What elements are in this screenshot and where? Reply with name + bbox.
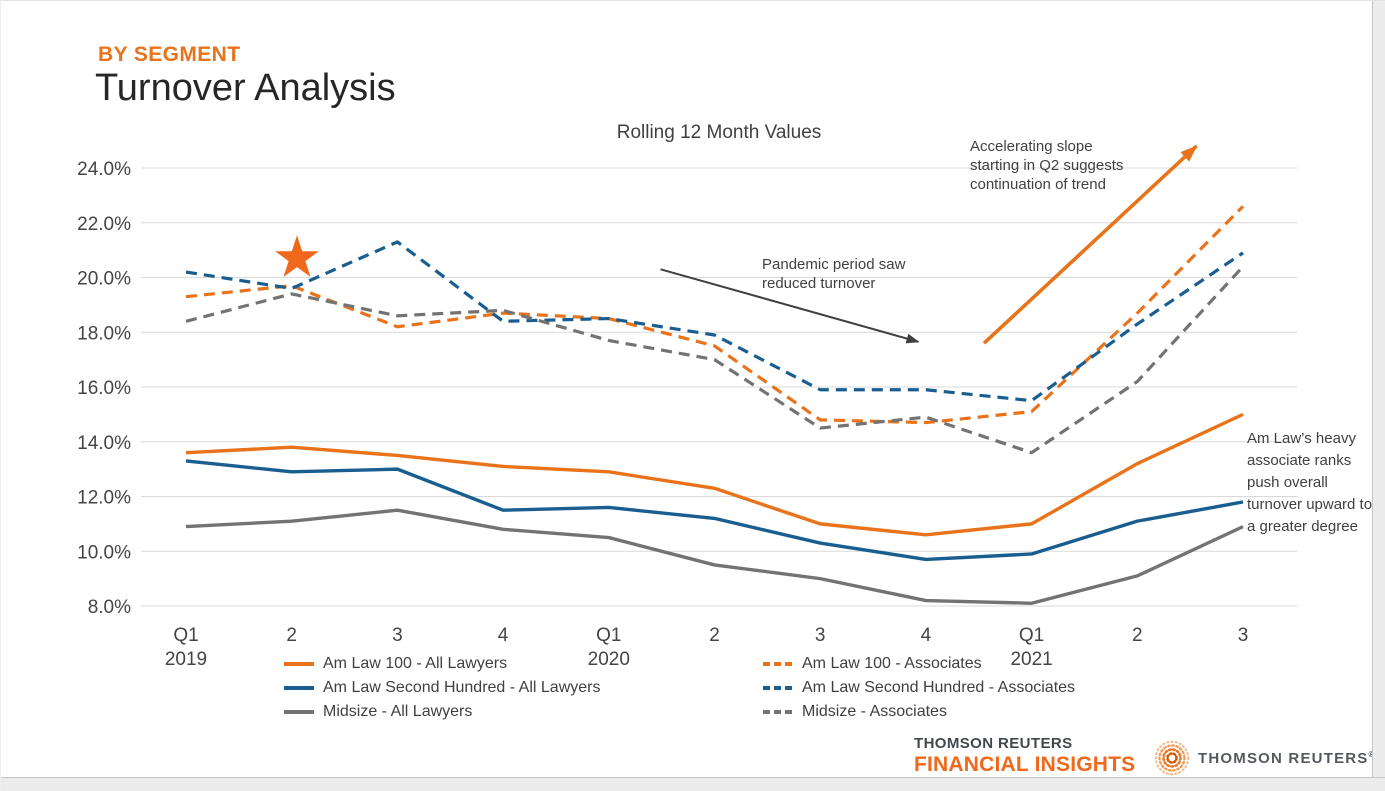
x-tick-label: 4: [921, 625, 932, 646]
annotation-accelerating-slope: Accelerating slope starting in Q2 sugges…: [970, 138, 1124, 193]
y-tick-label: 16.0%: [77, 378, 131, 399]
x-tick-label: 2: [1132, 625, 1143, 646]
y-tick-label: 12.0%: [77, 488, 131, 509]
x-tick-label: 3: [815, 625, 826, 646]
x-year-label: 2019: [165, 649, 207, 670]
legend-item: Am Law Second Hundred - Associates: [763, 676, 1075, 700]
annotation-amlaw-associates: Am Law’s heavy associate ranks push over…: [1247, 430, 1373, 535]
legend-label: Am Law Second Hundred - All Lawyers: [323, 679, 601, 696]
legend-swatch-dashed-orange-icon: [763, 662, 793, 666]
section-kicker: BY SEGMENT: [98, 43, 241, 66]
legend-swatch-solid-orange-icon: [284, 662, 314, 666]
legend-swatch-solid-gray-icon: [284, 710, 314, 714]
thomson-reuters-logo-text: THOMSON REUTERS: [1198, 750, 1369, 767]
x-year-label: 2020: [588, 649, 630, 670]
legend-item: Am Law 100 - Associates: [763, 652, 1075, 676]
financial-insights-logo-bottom: FINANCIAL INSIGHTS: [914, 753, 1136, 776]
chart-title: Rolling 12 Month Values: [616, 122, 822, 143]
x-tick-label: Q1: [173, 625, 198, 646]
accelerating-arrow: [982, 144, 1198, 345]
slide-right-edge: [1372, 1, 1385, 791]
x-tick-label: 4: [498, 625, 509, 646]
x-tick-label: 2: [286, 625, 297, 646]
legend-column-left: Am Law 100 - All Lawyers Am Law Second H…: [284, 652, 600, 724]
x-tick-label: Q1: [596, 625, 621, 646]
series-line-2: [185, 508, 1244, 605]
legend-column-right: Am Law 100 - Associates Am Law Second Hu…: [763, 652, 1075, 724]
legend-label: Am Law 100 - All Lawyers: [323, 655, 508, 672]
x-tick-label: 3: [392, 625, 403, 646]
x-tick-label: 3: [1238, 625, 1249, 646]
legend-swatch-dashed-blue-icon: [763, 686, 793, 690]
legend-item: Am Law Second Hundred - All Lawyers: [284, 676, 600, 700]
series-line-0: [185, 412, 1244, 537]
series-line-3: [185, 205, 1245, 425]
legend-label: Midsize - Associates: [802, 703, 947, 720]
page-title: Turnover Analysis: [95, 67, 396, 109]
thomson-reuters-kinesis-icon: [1154, 740, 1190, 776]
registered-mark: ®: [1369, 750, 1375, 759]
y-tick-label: 10.0%: [77, 542, 131, 563]
thomson-reuters-logo: THOMSON REUTERS®: [1198, 750, 1374, 767]
legend-label: Am Law 100 - Associates: [802, 655, 982, 672]
x-tick-label: 2: [709, 625, 720, 646]
slide-bottom-edge: [1, 777, 1385, 791]
annotation-pandemic-period: Pandemic period saw reduced turnover: [762, 256, 906, 292]
legend-swatch-solid-blue-icon: [284, 686, 314, 690]
series-line-4: [185, 240, 1244, 403]
star-icon: [275, 235, 319, 277]
series-line-1: [185, 459, 1244, 562]
y-tick-label: 8.0%: [88, 597, 131, 618]
y-tick-label: 22.0%: [77, 214, 131, 235]
y-tick-label: 18.0%: [77, 323, 131, 344]
y-tick-label: 24.0%: [77, 159, 131, 180]
x-tick-label: Q1: [1019, 625, 1044, 646]
legend-item: Midsize - Associates: [763, 700, 1075, 724]
x-year-label: 2021: [1010, 649, 1052, 670]
financial-insights-logo-top: THOMSON REUTERS: [914, 735, 1073, 752]
y-tick-label: 20.0%: [77, 269, 131, 290]
pandemic-arrow: [660, 268, 920, 344]
legend-item: Midsize - All Lawyers: [284, 700, 600, 724]
legend-label: Am Law Second Hundred - Associates: [802, 679, 1076, 696]
legend-label: Midsize - All Lawyers: [323, 703, 473, 720]
series-line-5: [185, 265, 1245, 455]
legend-item: Am Law 100 - All Lawyers: [284, 652, 600, 676]
legend-swatch-dashed-gray-icon: [763, 710, 793, 714]
financial-insights-logo: THOMSON REUTERS FINANCIAL INSIGHTS: [914, 736, 1135, 775]
y-tick-label: 14.0%: [77, 433, 131, 454]
